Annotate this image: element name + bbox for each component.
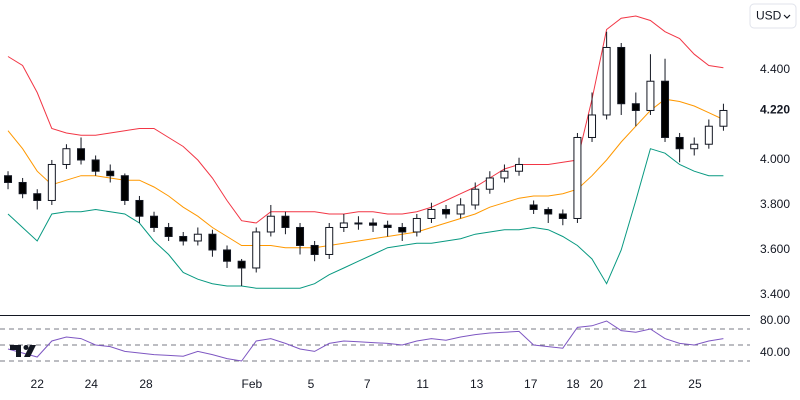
- candle-body: [33, 193, 42, 201]
- logo: [10, 345, 36, 357]
- x-tick-label: 20: [590, 377, 604, 391]
- candle-body: [456, 204, 465, 215]
- candle-body: [252, 231, 261, 269]
- x-tick-label: 18: [566, 377, 580, 391]
- y-tick-label: 4.400: [760, 62, 790, 76]
- candle-body: [193, 233, 202, 242]
- candle-body: [442, 208, 451, 215]
- candle-body: [471, 188, 480, 206]
- candle-body: [690, 143, 699, 150]
- candle-body: [412, 217, 421, 233]
- rsi-line: [7, 320, 724, 362]
- candle-body: [4, 175, 13, 183]
- x-tick-label: 13: [470, 377, 484, 391]
- candle-body: [515, 163, 524, 172]
- band-upper: [7, 15, 724, 224]
- candle-body: [339, 222, 348, 228]
- x-tick-label: 5: [308, 377, 315, 391]
- x-tick-label: 11: [416, 377, 429, 391]
- y-tick-label: 3.600: [760, 242, 790, 256]
- rsi-tick-label: 40.00: [760, 345, 790, 359]
- candle-body: [544, 208, 553, 215]
- candle-body: [91, 159, 100, 172]
- candle-body: [675, 136, 684, 150]
- y-tick-label: 3.400: [760, 287, 790, 301]
- candle-body: [558, 213, 567, 219]
- currency-button[interactable]: USD: [749, 3, 797, 29]
- candle-body: [602, 46, 611, 116]
- candle-body: [631, 103, 640, 111]
- candle-body: [529, 204, 538, 210]
- candle-body: [500, 170, 509, 179]
- candle-body: [77, 148, 86, 161]
- candle-body: [135, 199, 144, 217]
- x-tick-label: 7: [364, 377, 371, 391]
- candle-body: [383, 224, 392, 228]
- x-tick-label: 17: [524, 377, 538, 391]
- candle-body: [310, 244, 319, 255]
- x-tick-label: 21: [634, 377, 648, 391]
- candle-body: [573, 136, 582, 219]
- candle-body: [296, 226, 305, 246]
- candle-body: [18, 181, 27, 195]
- candle-body: [646, 80, 655, 111]
- candle-body: [47, 163, 56, 201]
- currency-button-frame[interactable]: [749, 3, 797, 29]
- candle-body: [62, 148, 71, 165]
- candle-body: [208, 233, 217, 251]
- x-tick-label: 22: [31, 377, 45, 391]
- logo-dot: [23, 345, 29, 350]
- candle-body: [485, 177, 494, 190]
- x-tick-label: 25: [688, 377, 702, 391]
- dropdown-chevron[interactable]: [783, 14, 791, 19]
- candle-body: [617, 46, 626, 105]
- x-tick-label: Feb: [242, 377, 263, 391]
- candle-body: [237, 260, 246, 269]
- candle-body: [398, 226, 407, 233]
- x-tick-label: 24: [85, 377, 99, 391]
- candle-body: [266, 215, 275, 233]
- candle-body: [281, 215, 290, 228]
- y-tick-label: 4.000: [760, 152, 790, 166]
- candle-body: [325, 226, 334, 255]
- y-tick-label: 3.800: [760, 197, 790, 211]
- logo-shape: [10, 345, 21, 357]
- band-lower: [7, 148, 724, 289]
- candle-body: [150, 215, 159, 228]
- candle-body: [164, 226, 173, 237]
- candle-body: [179, 235, 188, 242]
- candle-body: [704, 125, 713, 145]
- logo-shape: [24, 345, 36, 357]
- rsi-tick-label: 80.00: [760, 313, 790, 327]
- candle-body: [427, 208, 436, 219]
- x-tick-label: 28: [139, 377, 153, 391]
- candle-body: [106, 170, 115, 177]
- last-price-label: 4.220: [760, 103, 790, 117]
- candle-body: [661, 80, 670, 138]
- currency-label[interactable]: USD: [756, 9, 782, 23]
- candle-body: [120, 175, 129, 201]
- candle-body: [588, 114, 597, 138]
- candle-body: [354, 222, 363, 225]
- candle-body: [369, 222, 378, 226]
- candle-body: [719, 109, 728, 127]
- candle-body: [223, 249, 232, 262]
